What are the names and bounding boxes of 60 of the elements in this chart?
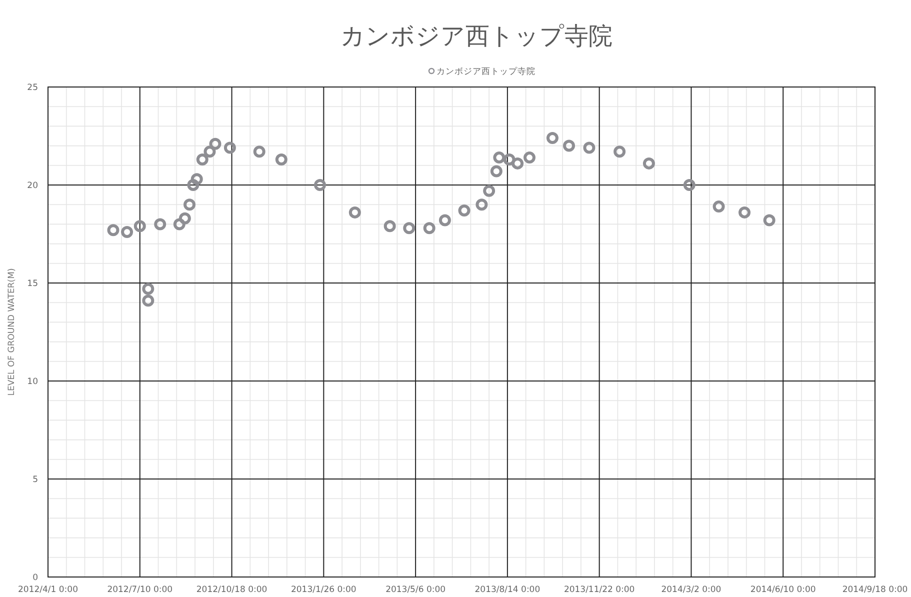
- point: [712, 200, 725, 213]
- point: [224, 142, 236, 154]
- x-tick-label: 2012/7/10 0:00: [107, 585, 173, 595]
- point: [107, 224, 120, 236]
- point: [438, 214, 451, 226]
- point: [476, 198, 488, 211]
- legend: カンボジア西トップ寺院: [428, 67, 536, 77]
- y-tick-label: 10: [27, 377, 38, 387]
- legend-label: カンボジア西トップ寺院: [436, 66, 536, 77]
- point: [503, 154, 516, 166]
- point: [142, 294, 154, 307]
- point: [190, 173, 203, 186]
- x-tick-label: 2013/5/6 0:00: [386, 585, 446, 595]
- y-tick-label: 25: [27, 83, 38, 93]
- point: [403, 222, 416, 234]
- x-tick-label: 2012/10/18 0:00: [196, 585, 268, 595]
- point: [275, 154, 288, 166]
- x-tick-label: 2014/9/18 0:00: [842, 585, 908, 595]
- point: [512, 157, 524, 170]
- point: [314, 179, 326, 191]
- y-tick-label: 5: [32, 475, 38, 485]
- x-tick-label: 2013/8/14 0:00: [474, 585, 540, 595]
- point: [187, 179, 200, 191]
- point: [683, 179, 696, 191]
- y-tick-label: 20: [27, 181, 38, 191]
- point: [253, 146, 266, 158]
- point: [738, 206, 751, 218]
- x-tick-label: 2013/11/22 0:00: [564, 585, 635, 595]
- point: [763, 214, 776, 226]
- point: [614, 146, 626, 158]
- point: [173, 218, 186, 230]
- y-axis-title: LEVEL OF GROUND WATER(M): [7, 268, 17, 396]
- point: [483, 184, 496, 197]
- point: [142, 282, 154, 295]
- point: [196, 154, 208, 166]
- point: [546, 132, 558, 144]
- y-tick-label: 15: [27, 279, 38, 289]
- x-tick-label: 2014/3/2 0:00: [661, 585, 722, 595]
- point: [583, 142, 596, 154]
- x-tick-label: 2013/1/26 0:00: [290, 585, 356, 595]
- x-tick-label: 2014/6/10 0:00: [750, 585, 816, 595]
- chart-title: カンボジア西トップ寺院: [340, 22, 612, 50]
- point: [423, 222, 436, 234]
- point: [490, 165, 502, 178]
- point: [493, 152, 506, 164]
- point: [121, 226, 134, 238]
- point: [209, 138, 222, 150]
- y-tick-label: 0: [32, 573, 38, 583]
- point: [134, 220, 146, 232]
- point: [204, 146, 216, 158]
- point: [563, 140, 576, 152]
- point: [458, 204, 470, 216]
- point: [184, 198, 196, 211]
- point: [348, 206, 361, 218]
- point: [384, 220, 396, 232]
- point: [178, 212, 191, 224]
- point: [154, 218, 166, 230]
- point: [642, 157, 655, 170]
- point: [524, 152, 536, 164]
- x-tick-label: 2012/4/1 0:00: [18, 585, 78, 595]
